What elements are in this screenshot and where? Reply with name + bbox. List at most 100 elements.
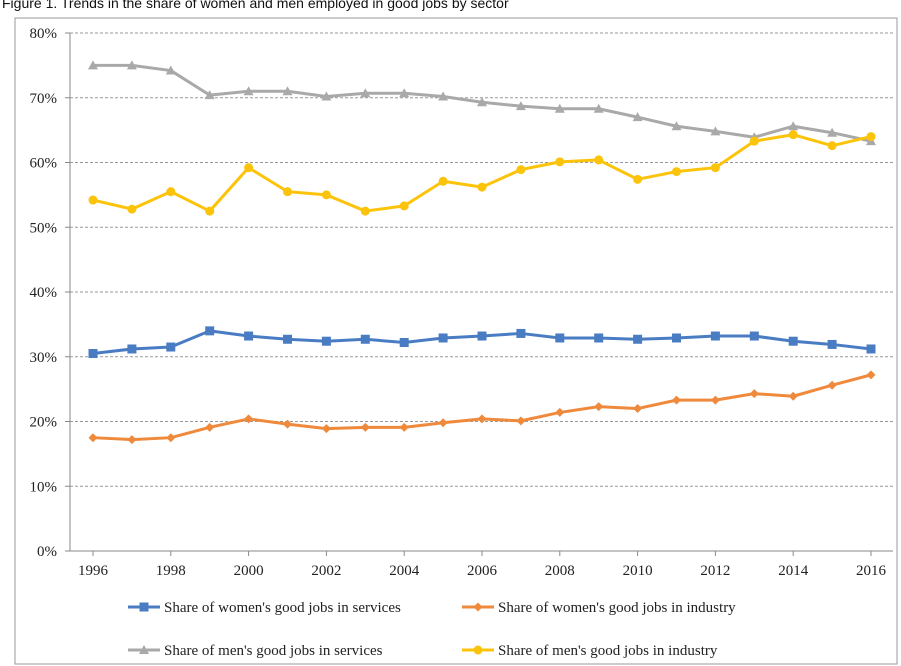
marker-circle bbox=[516, 165, 526, 175]
marker-diamond bbox=[516, 416, 526, 426]
marker-triangle bbox=[632, 112, 643, 122]
y-tick-label: 40% bbox=[30, 285, 58, 301]
marker-square bbox=[749, 331, 759, 341]
marker-triangle bbox=[710, 126, 721, 136]
marker-circle bbox=[321, 190, 331, 200]
legend-marker bbox=[139, 602, 149, 612]
marker-square bbox=[205, 326, 215, 336]
marker-circle bbox=[127, 204, 137, 214]
marker-square bbox=[788, 336, 798, 346]
marker-triangle bbox=[515, 101, 526, 111]
marker-circle bbox=[244, 163, 254, 173]
x-tick-label: 2008 bbox=[545, 563, 575, 579]
marker-diamond bbox=[166, 433, 176, 443]
x-tick-label: 2000 bbox=[234, 563, 264, 579]
marker-diamond bbox=[283, 419, 292, 429]
marker-circle bbox=[360, 206, 370, 216]
y-tick-label: 60% bbox=[30, 156, 58, 172]
marker-square bbox=[244, 331, 254, 341]
marker-triangle bbox=[321, 91, 332, 101]
marker-triangle bbox=[788, 121, 799, 131]
marker-triangle bbox=[360, 88, 371, 98]
legend-marker bbox=[139, 645, 149, 654]
marker-circle bbox=[166, 187, 176, 197]
x-tick-label: 2002 bbox=[311, 563, 341, 579]
marker-circle bbox=[866, 132, 876, 142]
marker-diamond bbox=[710, 395, 720, 405]
marker-circle bbox=[205, 206, 215, 216]
marker-triangle bbox=[399, 88, 410, 98]
marker-diamond bbox=[360, 422, 370, 432]
chart-title: Figure 1. Trends in the share of women a… bbox=[2, 0, 509, 11]
marker-circle bbox=[399, 201, 409, 211]
marker-square bbox=[633, 334, 643, 344]
marker-diamond bbox=[672, 395, 681, 405]
y-tick-label: 50% bbox=[30, 220, 58, 236]
marker-circle bbox=[594, 155, 604, 165]
marker-diamond bbox=[827, 380, 837, 390]
marker-square bbox=[710, 331, 720, 341]
y-tick-label: 10% bbox=[30, 479, 58, 495]
y-tick-label: 20% bbox=[30, 415, 58, 431]
marker-triangle bbox=[554, 103, 565, 113]
y-tick-label: 70% bbox=[30, 91, 58, 107]
legend-label: Share of women's good jobs in services bbox=[164, 600, 401, 616]
marker-square bbox=[477, 331, 487, 341]
x-tick-label: 2014 bbox=[778, 563, 809, 579]
marker-circle bbox=[633, 174, 643, 184]
marker-square bbox=[555, 333, 565, 343]
marker-circle bbox=[710, 163, 720, 173]
marker-diamond bbox=[788, 391, 798, 401]
marker-circle bbox=[672, 167, 681, 177]
marker-circle bbox=[827, 141, 837, 151]
marker-square bbox=[127, 344, 137, 354]
marker-square bbox=[672, 333, 681, 343]
marker-diamond bbox=[244, 414, 254, 424]
legend-marker bbox=[473, 602, 483, 612]
marker-diamond bbox=[88, 433, 98, 443]
marker-square bbox=[827, 339, 837, 349]
x-tick-label: 2016 bbox=[856, 563, 887, 579]
marker-triangle bbox=[827, 127, 838, 137]
marker-square bbox=[360, 334, 370, 344]
marker-square bbox=[516, 328, 526, 338]
legend-label: Share of men's good jobs in services bbox=[164, 643, 383, 659]
x-tick-label: 1998 bbox=[156, 563, 186, 579]
marker-circle bbox=[477, 182, 487, 192]
marker-circle bbox=[88, 195, 98, 205]
y-tick-label: 0% bbox=[37, 544, 57, 560]
marker-diamond bbox=[555, 407, 565, 417]
chart-frame bbox=[14, 17, 898, 665]
marker-diamond bbox=[127, 435, 137, 445]
marker-triangle bbox=[477, 97, 487, 107]
marker-triangle bbox=[204, 90, 215, 100]
marker-diamond bbox=[438, 418, 448, 428]
marker-circle bbox=[749, 136, 759, 146]
marker-triangle bbox=[88, 60, 98, 70]
marker-square bbox=[438, 333, 448, 343]
marker-square bbox=[594, 333, 604, 343]
marker-circle bbox=[788, 130, 798, 140]
marker-triangle bbox=[593, 103, 604, 113]
legend-label: Share of women's good jobs in industry bbox=[498, 600, 736, 616]
marker-diamond bbox=[205, 422, 215, 432]
x-tick-label: 2006 bbox=[467, 563, 498, 579]
marker-square bbox=[88, 349, 98, 359]
x-tick-label: 2004 bbox=[389, 563, 420, 579]
marker-triangle bbox=[671, 121, 682, 131]
marker-triangle bbox=[438, 91, 449, 101]
legend-marker bbox=[473, 645, 483, 655]
marker-diamond bbox=[321, 424, 331, 434]
y-tick-label: 80% bbox=[30, 26, 58, 42]
y-tick-label: 30% bbox=[30, 350, 58, 366]
marker-triangle bbox=[165, 65, 176, 75]
marker-triangle bbox=[243, 86, 254, 96]
marker-diamond bbox=[749, 389, 759, 399]
marker-triangle bbox=[282, 86, 293, 96]
x-tick-label: 2012 bbox=[700, 563, 730, 579]
marker-diamond bbox=[594, 402, 604, 412]
legend-label: Share of men's good jobs in industry bbox=[498, 643, 718, 659]
marker-square bbox=[866, 344, 876, 354]
marker-diamond bbox=[866, 370, 876, 380]
